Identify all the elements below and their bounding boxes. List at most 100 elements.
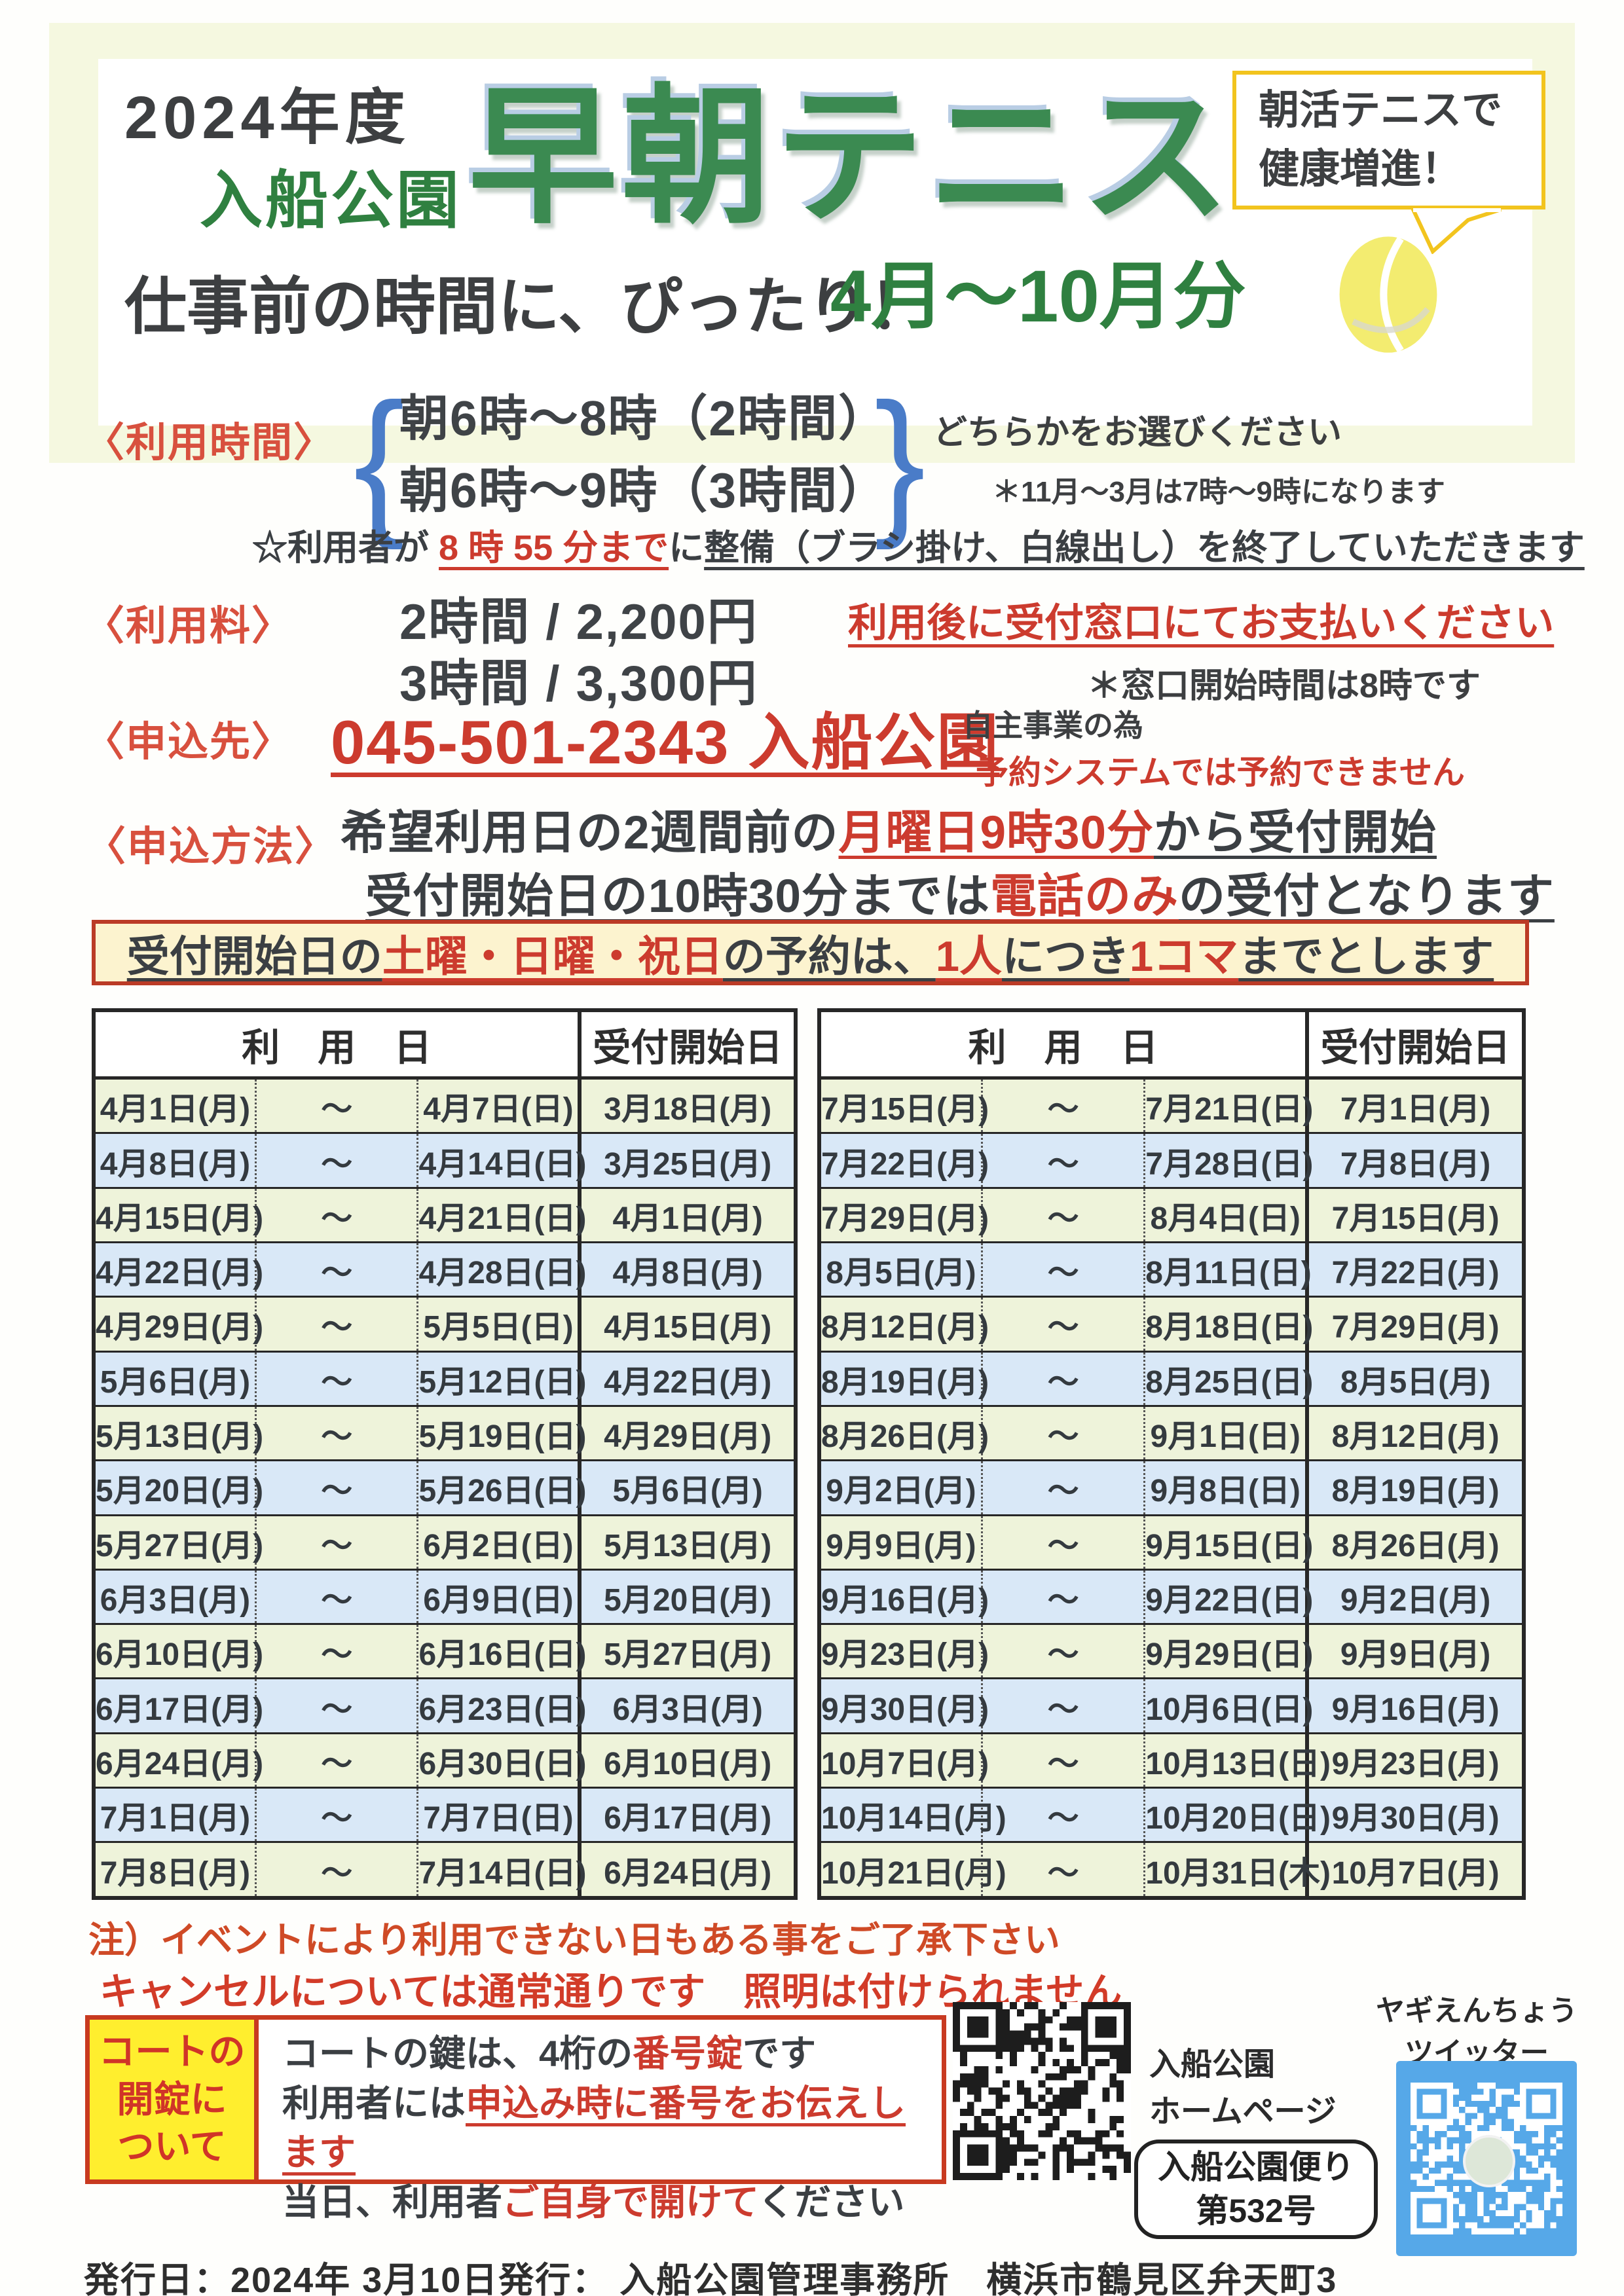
pay-note: 利用後に受付窓口にてお支払いください [848, 601, 1555, 645]
usage-end-date: 6月2日(日) [417, 1515, 580, 1571]
reception-open-date: 9月16日(月) [1305, 1678, 1524, 1734]
text-segment: の受付となります [1178, 871, 1555, 922]
reception-open-date: 9月9日(月) [1305, 1624, 1524, 1680]
reception-open-date: 4月29日(月) [578, 1406, 796, 1462]
usage-end-date: 6月16日(日) [417, 1624, 587, 1680]
usage-end-date: 6月9日(日) [417, 1569, 580, 1626]
text-segment: 1コマ [1130, 932, 1239, 980]
usage-start-date: 9月30日(月) [819, 1678, 989, 1734]
usage-end-date: 8月18日(日) [1144, 1296, 1313, 1353]
usage-start-date: 9月9日(月) [819, 1515, 982, 1571]
homepage-label-line: 入船公園 [1149, 2047, 1276, 2082]
usage-start-date: 6月10日(月) [94, 1624, 263, 1680]
reception-open-date: 6月24日(月) [578, 1842, 796, 1899]
table-header-row: 利 用 日 受付開始日 [819, 1010, 1524, 1080]
unlock-line-3: 当日、利用者ご自身で開けてください [282, 2178, 942, 2227]
usage-start-date: 5月27日(月) [94, 1515, 263, 1571]
usage-end-date: 7月21日(日) [1144, 1078, 1313, 1135]
usage-end-date: 9月29日(日) [1144, 1624, 1313, 1680]
usage-start-date: 10月7日(月) [819, 1733, 989, 1789]
usage-start-date: 5月20日(月) [94, 1460, 263, 1516]
brace-open: { [354, 369, 405, 551]
range-tilde: ～ [980, 1296, 1146, 1353]
usage-start-date: 7月29日(月) [819, 1188, 989, 1244]
schedule-table-right: 利 用 日 受付開始日 7月15日(月) ～ 7月21日(日) 7月1日(月) 7月22… [817, 1008, 1526, 1900]
usage-start-date: 7月15日(月) [819, 1078, 989, 1135]
reception-open-date: 7月8日(月) [1305, 1133, 1524, 1189]
winter-note: ＊11月～3月は7時～9時になります [992, 476, 1445, 508]
reception-open-date: 8月12日(月) [1305, 1406, 1524, 1462]
usage-start-date: 7月1日(月) [94, 1787, 256, 1844]
bubble-line: 朝活テニスで [1259, 88, 1503, 134]
text-segment: ご自身で開けて [502, 2181, 758, 2223]
usage-end-date: 10月13日(日) [1144, 1733, 1331, 1789]
usage-start-date: 4月8日(月) [94, 1133, 256, 1189]
court-unlock-box: コートの 開錠に ついて コートの鍵は、4桁の番号錠です 利用者には申込み時に番… [85, 2015, 946, 2223]
usage-end-date: 9月22日(日) [1144, 1569, 1313, 1626]
usage-start-date: 5月6日(月) [94, 1351, 256, 1407]
cancel-note: キャンセルについては通常通りです 照明は付けられません [100, 1971, 1122, 2013]
text-segment: 月曜日9時30分 [838, 807, 1154, 859]
fee-line-1: 2時間 / 2,200円 [399, 594, 758, 650]
text-segment: 受付開始日の10時30分までは [365, 871, 990, 922]
reception-open-date: 3月25日(月) [578, 1133, 796, 1189]
usage-end-date: 7月28日(日) [1144, 1133, 1313, 1189]
reception-open-date: 4月8日(月) [578, 1242, 796, 1298]
usage-end-date: 4月21日(日) [417, 1188, 587, 1244]
usage-start-date: 4月15日(月) [94, 1188, 263, 1244]
usage-end-date: 8月25日(日) [1144, 1351, 1313, 1407]
apply-label: 〈申込方法〉 [85, 824, 337, 869]
twitter-label-line: ヤギえんちょう [1376, 1995, 1578, 2027]
fiscal-year: 2024年度 [124, 84, 411, 151]
schedule-row: 6月24日(月) ～ 6月30日(日) 6月10日(月) [94, 1733, 796, 1789]
newsletter-line: 第532号 [1196, 2193, 1316, 2229]
range-tilde: ～ [980, 1188, 1146, 1244]
usage-start-date: 8月26日(月) [819, 1406, 989, 1462]
reservation-limit-banner: 受付開始日の土曜・日曜・祝日の予約は、1人につき1コマまでとします [92, 920, 1529, 985]
usage-date-header: 利 用 日 [819, 1010, 1308, 1080]
schedule-row: 5月6日(月) ～ 5月12日(日) 4月22日(月) [94, 1351, 796, 1407]
contact-note-2: 予約システムでは予約できません [976, 754, 1465, 791]
reception-open-date: 6月10日(月) [578, 1733, 796, 1789]
schedule-row: 4月22日(月) ～ 4月28日(日) 4月8日(月) [94, 1242, 796, 1298]
unlock-label-line: コートの [98, 2030, 246, 2072]
range-tilde: ～ [254, 1787, 419, 1844]
range-tilde: ～ [980, 1460, 1146, 1516]
reception-open-date: 5月20日(月) [578, 1569, 796, 1626]
usage-option-1: 朝6時～8時（2時間） [399, 391, 889, 446]
unlock-box-body: コートの鍵は、4桁の番号錠です 利用者には申込み時に番号をお伝えします 当日、利… [259, 2020, 942, 2223]
footer-issue-info: 発行日：2024年 3月10日発行： 入船公園管理事務所 横浜市鶴見区弁天町3 [84, 2261, 1338, 2296]
schedule-row: 6月10日(月) ～ 6月16日(日) 5月27日(月) [94, 1624, 796, 1680]
usage-end-date: 9月1日(日) [1144, 1406, 1308, 1462]
usage-end-date: 9月8日(日) [1144, 1460, 1308, 1516]
reception-open-date: 9月30日(月) [1305, 1787, 1524, 1844]
reception-open-date: 4月22日(月) [578, 1351, 796, 1407]
usage-start-date: 8月12日(月) [819, 1296, 989, 1353]
range-tilde: ～ [980, 1569, 1146, 1626]
schedule-row: 4月29日(月) ～ 5月5日(日) 4月15日(月) [94, 1296, 796, 1353]
usage-end-date: 6月30日(日) [417, 1733, 587, 1789]
usage-start-date: 10月21日(月) [819, 1842, 1006, 1899]
reception-open-date: 5月13日(月) [578, 1515, 796, 1571]
usage-end-date: 7月14日(日) [417, 1842, 587, 1899]
usage-end-date: 7月7日(日) [417, 1787, 580, 1844]
schedule-row: 10月7日(月) ～ 10月13日(日) 9月23日(月) [819, 1733, 1524, 1789]
range-tilde: ～ [980, 1624, 1146, 1680]
phone-number: 045-501-2343 入船公園 [331, 708, 1000, 776]
text-segment: 利用者には [282, 2082, 466, 2124]
schedule-row: 10月21日(月) ～ 10月31日(木) 10月7日(月) [819, 1842, 1524, 1899]
text-segment: 1人 [935, 932, 1002, 980]
text-segment: ☆利用者が [252, 528, 439, 568]
reception-open-date: 8月19日(月) [1305, 1460, 1524, 1516]
range-tilde: ～ [254, 1842, 419, 1899]
schedule-row: 7月8日(月) ～ 7月14日(日) 6月24日(月) [94, 1842, 796, 1899]
schedule-row: 5月27日(月) ～ 6月2日(日) 5月13日(月) [94, 1515, 796, 1571]
brace-close: } [874, 369, 926, 551]
usage-start-date: 9月23日(月) [819, 1624, 989, 1680]
goat-avatar [1463, 2135, 1515, 2187]
open-date-header: 受付開始日 [1305, 1010, 1524, 1080]
text-segment: 整備（ブラシ掛け、白線出し）を終了していただきます [704, 528, 1585, 568]
schedule-row: 9月16日(月) ～ 9月22日(日) 9月2日(月) [819, 1569, 1524, 1626]
usage-start-date: 6月24日(月) [94, 1733, 263, 1789]
text-segment: 番号錠 [633, 2033, 743, 2074]
